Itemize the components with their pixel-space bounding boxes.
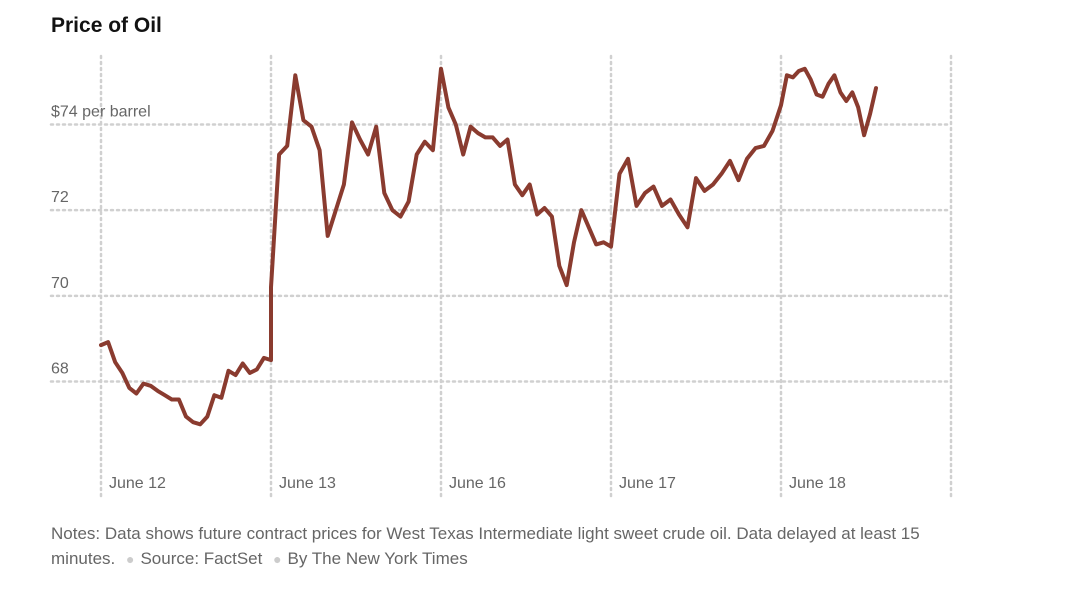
notes-text: Notes: Data shows future contract prices… (51, 524, 920, 568)
x-tick-label: June 16 (449, 475, 506, 492)
chart-title: Price of Oil (51, 14, 162, 37)
byline-text: By The New York Times (287, 549, 468, 568)
x-tick-label: June 18 (789, 475, 846, 492)
chart-notes: Notes: Data shows future contract prices… (51, 521, 951, 572)
separator-dot: ● (273, 551, 282, 567)
x-tick-label: June 13 (279, 475, 336, 492)
y-tick-label: 68 (51, 360, 69, 377)
separator-dot: ● (125, 551, 135, 567)
price-line (99, 66, 878, 427)
y-tick-label: $74 per barrel (51, 104, 151, 121)
price-series (99, 66, 878, 427)
x-axis-ticks: June 12 June 13 June 16 June 17 June 18 (109, 475, 846, 492)
y-axis-ticks: 68 70 72 $74 per barrel (51, 104, 151, 378)
y-tick-label: 70 (51, 275, 69, 292)
source-text: Source: FactSet (140, 549, 263, 568)
x-tick-label: June 17 (619, 475, 676, 492)
grid (49, 54, 953, 498)
y-tick-label: 72 (51, 189, 69, 206)
x-tick-label: June 12 (109, 475, 166, 492)
